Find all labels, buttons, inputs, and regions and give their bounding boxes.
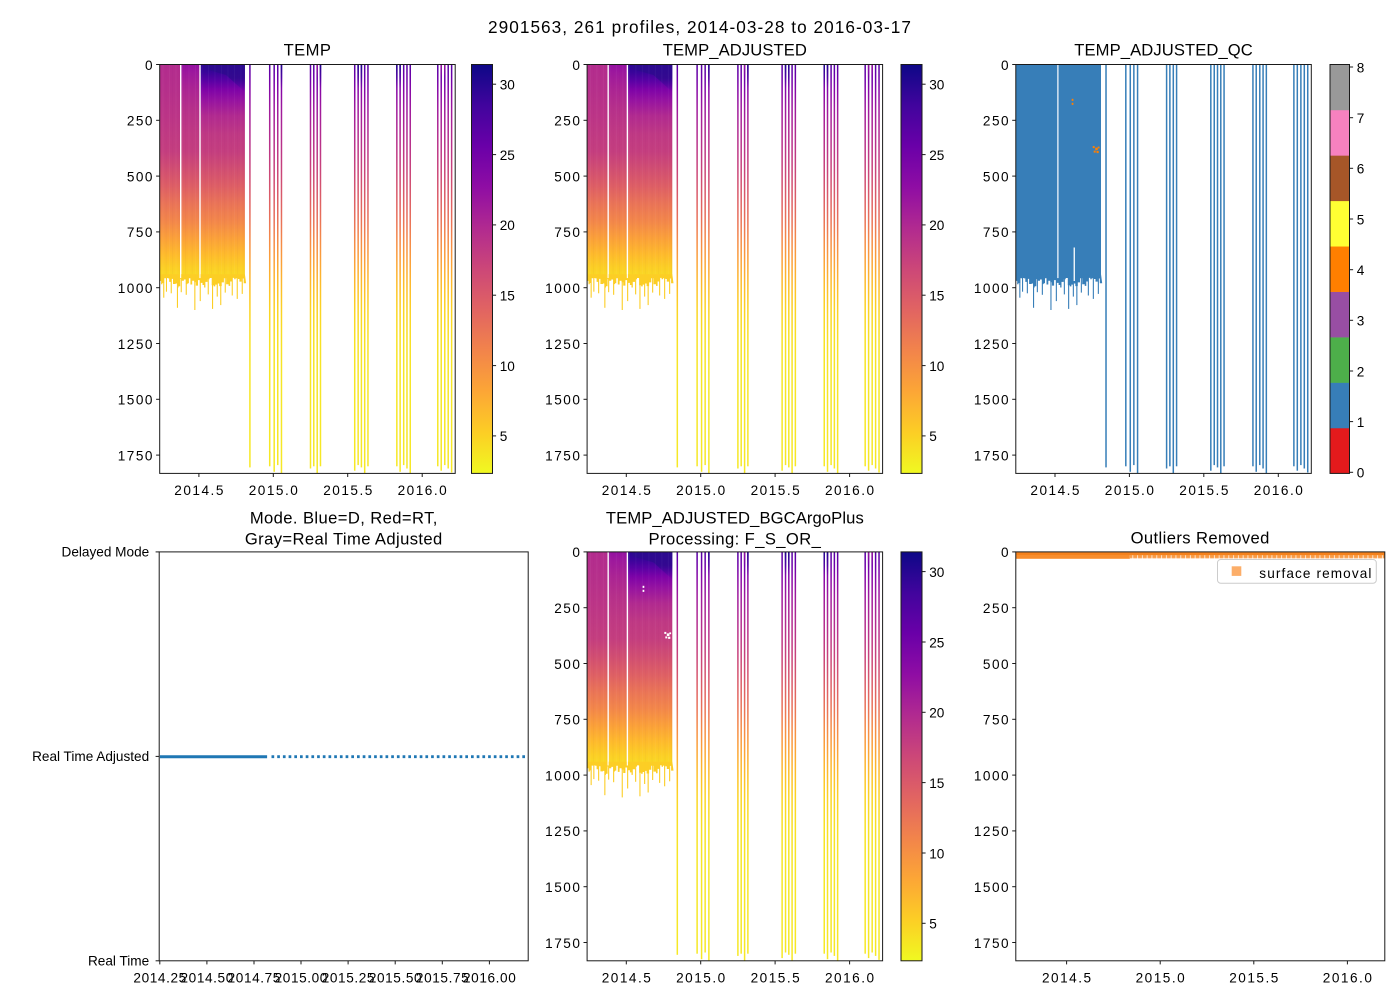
svg-text:250: 250 bbox=[983, 601, 1010, 616]
svg-text:250: 250 bbox=[554, 601, 581, 616]
svg-text:1750: 1750 bbox=[118, 448, 154, 463]
svg-text:2: 2 bbox=[1357, 364, 1365, 379]
svg-text:2015.50: 2015.50 bbox=[369, 971, 422, 986]
svg-text:surface removal: surface removal bbox=[1259, 566, 1372, 581]
svg-text:1500: 1500 bbox=[118, 393, 154, 408]
svg-text:Mode. Blue=D, Red=RT,: Mode. Blue=D, Red=RT, bbox=[250, 509, 438, 528]
svg-text:750: 750 bbox=[983, 225, 1010, 240]
svg-text:Delayed Mode: Delayed Mode bbox=[62, 545, 150, 560]
svg-text:2016.0: 2016.0 bbox=[1323, 971, 1374, 986]
svg-text:1250: 1250 bbox=[118, 337, 154, 352]
svg-text:Outliers Removed: Outliers Removed bbox=[1131, 529, 1270, 548]
svg-text:500: 500 bbox=[554, 169, 581, 184]
svg-text:750: 750 bbox=[127, 225, 154, 240]
svg-text:250: 250 bbox=[983, 114, 1010, 129]
svg-text:2015.5: 2015.5 bbox=[751, 971, 802, 986]
svg-text:2014.75: 2014.75 bbox=[228, 971, 281, 986]
svg-text:2015.0: 2015.0 bbox=[676, 971, 727, 986]
svg-text:0: 0 bbox=[572, 545, 581, 560]
svg-text:2015.25: 2015.25 bbox=[322, 971, 375, 986]
svg-text:0: 0 bbox=[145, 58, 154, 73]
svg-text:2014.50: 2014.50 bbox=[181, 971, 234, 986]
svg-text:250: 250 bbox=[554, 114, 581, 129]
svg-text:2014.25: 2014.25 bbox=[133, 971, 186, 986]
svg-text:1500: 1500 bbox=[974, 393, 1010, 408]
svg-text:1250: 1250 bbox=[974, 824, 1010, 839]
svg-text:750: 750 bbox=[554, 713, 581, 728]
svg-text:500: 500 bbox=[127, 169, 154, 184]
svg-text:2015.0: 2015.0 bbox=[1105, 483, 1156, 498]
svg-text:1000: 1000 bbox=[545, 281, 581, 296]
svg-text:2015.5: 2015.5 bbox=[1229, 971, 1280, 986]
svg-text:2014.5: 2014.5 bbox=[174, 483, 225, 498]
svg-text:2015.0: 2015.0 bbox=[676, 483, 727, 498]
svg-text:1000: 1000 bbox=[545, 768, 581, 783]
svg-text:2016.0: 2016.0 bbox=[398, 483, 449, 498]
svg-text:2901563, 261 profiles, 2014-03: 2901563, 261 profiles, 2014-03-28 to 201… bbox=[488, 17, 912, 37]
svg-text:1750: 1750 bbox=[545, 936, 581, 951]
svg-text:1750: 1750 bbox=[545, 448, 581, 463]
svg-text:2014.5: 2014.5 bbox=[602, 483, 653, 498]
svg-text:1000: 1000 bbox=[974, 281, 1010, 296]
svg-text:1750: 1750 bbox=[974, 448, 1010, 463]
svg-text:1500: 1500 bbox=[974, 880, 1010, 895]
svg-text:2015.00: 2015.00 bbox=[275, 971, 328, 986]
svg-text:5: 5 bbox=[1357, 212, 1365, 227]
svg-text:0: 0 bbox=[1001, 545, 1010, 560]
svg-text:2014.5: 2014.5 bbox=[1030, 483, 1081, 498]
svg-text:1750: 1750 bbox=[974, 936, 1010, 951]
svg-text:Gray=Real Time Adjusted: Gray=Real Time Adjusted bbox=[245, 529, 443, 548]
svg-text:TEMP_ADJUSTED_BGCArgoPlus: TEMP_ADJUSTED_BGCArgoPlus bbox=[606, 509, 864, 528]
svg-text:2016.0: 2016.0 bbox=[825, 483, 876, 498]
svg-text:750: 750 bbox=[554, 225, 581, 240]
svg-text:Processing: F_S_OR_: Processing: F_S_OR_ bbox=[649, 529, 822, 548]
svg-text:1250: 1250 bbox=[545, 337, 581, 352]
svg-text:2015.0: 2015.0 bbox=[1136, 971, 1187, 986]
svg-text:TEMP_ADJUSTED: TEMP_ADJUSTED bbox=[663, 41, 807, 60]
svg-text:2016.00: 2016.00 bbox=[463, 971, 516, 986]
svg-text:500: 500 bbox=[983, 169, 1010, 184]
svg-text:2016.0: 2016.0 bbox=[825, 971, 876, 986]
svg-text:Real Time: Real Time bbox=[88, 954, 149, 969]
svg-text:250: 250 bbox=[127, 114, 154, 129]
svg-text:750: 750 bbox=[983, 713, 1010, 728]
svg-text:500: 500 bbox=[983, 657, 1010, 672]
svg-text:1250: 1250 bbox=[974, 337, 1010, 352]
svg-text:2016.0: 2016.0 bbox=[1254, 483, 1305, 498]
svg-text:TEMP_ADJUSTED_QC: TEMP_ADJUSTED_QC bbox=[1074, 41, 1253, 60]
svg-text:3: 3 bbox=[1357, 314, 1365, 329]
svg-text:TEMP: TEMP bbox=[284, 41, 332, 60]
svg-text:6: 6 bbox=[1357, 162, 1365, 177]
svg-text:1500: 1500 bbox=[545, 393, 581, 408]
svg-text:4: 4 bbox=[1357, 263, 1365, 278]
svg-text:2015.75: 2015.75 bbox=[416, 971, 469, 986]
svg-text:2015.0: 2015.0 bbox=[249, 483, 300, 498]
svg-text:500: 500 bbox=[554, 657, 581, 672]
svg-text:1000: 1000 bbox=[118, 281, 154, 296]
svg-text:0: 0 bbox=[1357, 466, 1365, 481]
svg-text:1000: 1000 bbox=[974, 768, 1010, 783]
svg-text:0: 0 bbox=[572, 58, 581, 73]
svg-text:1500: 1500 bbox=[545, 880, 581, 895]
svg-text:2014.5: 2014.5 bbox=[1042, 971, 1093, 986]
svg-text:1: 1 bbox=[1357, 415, 1365, 430]
svg-text:2015.5: 2015.5 bbox=[323, 483, 374, 498]
svg-text:2015.5: 2015.5 bbox=[1179, 483, 1230, 498]
svg-text:0: 0 bbox=[1001, 58, 1010, 73]
svg-text:2015.5: 2015.5 bbox=[751, 483, 802, 498]
svg-text:7: 7 bbox=[1357, 111, 1365, 126]
svg-text:Real Time Adjusted: Real Time Adjusted bbox=[32, 749, 149, 764]
svg-text:1250: 1250 bbox=[545, 824, 581, 839]
svg-text:8: 8 bbox=[1357, 60, 1365, 75]
svg-text:2014.5: 2014.5 bbox=[602, 971, 653, 986]
